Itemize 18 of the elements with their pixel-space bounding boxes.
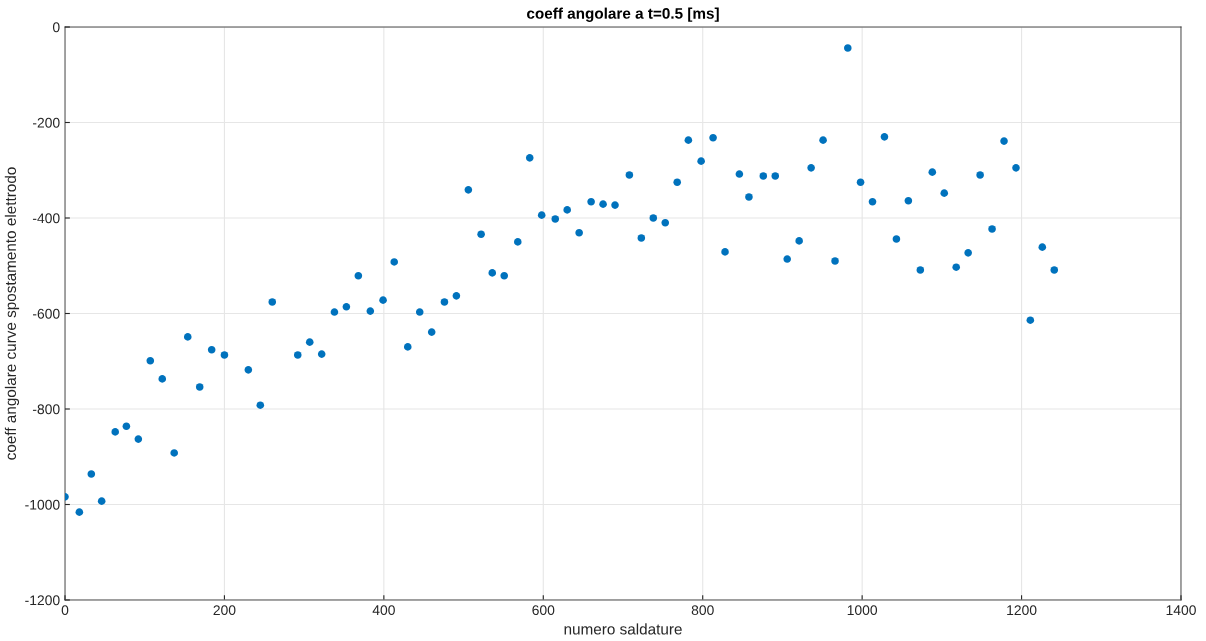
- y-tick-label: -200: [32, 117, 60, 128]
- y-tick-label: -800: [32, 404, 60, 415]
- y-tick-label: -1000: [25, 499, 60, 510]
- x-tick-label: 800: [691, 605, 714, 616]
- x-tick-label: 0: [61, 605, 69, 616]
- x-axis-title: numero saldature: [564, 623, 682, 635]
- chart-title: coeff angolare a t=0.5 [ms]: [527, 7, 719, 22]
- x-tick-label: 200: [213, 605, 236, 616]
- y-axis-title: coeff angolare curve spostamento elettrodo: [4, 167, 20, 460]
- y-tick-label: 0: [52, 22, 60, 33]
- x-tick-label: 1200: [1007, 605, 1037, 616]
- x-tick-label: 1400: [1166, 605, 1196, 616]
- y-tick-label: -1200: [25, 595, 60, 606]
- x-tick-label: 1000: [847, 605, 878, 616]
- x-tick-label: 400: [372, 605, 395, 616]
- y-tick-label: -400: [32, 213, 60, 224]
- x-tick-label: 600: [532, 605, 555, 616]
- y-tick-label: -600: [32, 308, 60, 319]
